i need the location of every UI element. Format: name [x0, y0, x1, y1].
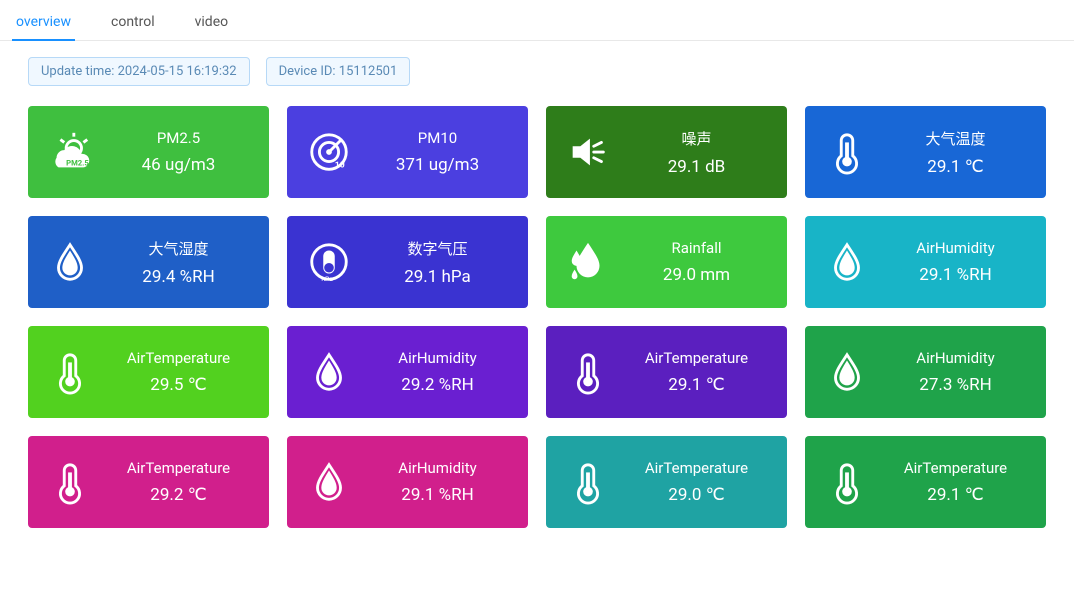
- sensor-card[interactable]: 噪声 29.1 dB: [546, 106, 787, 198]
- sensor-card-label: AirTemperature: [100, 349, 257, 367]
- sensor-card[interactable]: AirTemperature 29.0 ℃: [546, 436, 787, 528]
- device-id-value: 15112501: [339, 64, 397, 79]
- sensor-card-body: PM2.5 46 ug/m3: [100, 129, 257, 175]
- tab-control[interactable]: control: [107, 8, 159, 40]
- sensor-card-body: 大气温度 29.1 ℃: [877, 128, 1034, 177]
- sensor-card-value: 29.1 ℃: [877, 485, 1034, 505]
- sensor-card-body: 数字气压 29.1 hPa: [359, 238, 516, 287]
- drop-icon: [40, 239, 100, 285]
- thermometer-icon: [558, 349, 618, 395]
- update-time-label: Update time:: [41, 64, 114, 79]
- sensor-card-label: AirTemperature: [877, 459, 1034, 477]
- sensor-card-body: 大气湿度 29.4 %RH: [100, 238, 257, 287]
- sensor-card-body: AirTemperature 29.1 ℃: [618, 349, 775, 395]
- sensor-card-label: AirTemperature: [100, 459, 257, 477]
- sensor-card-body: AirHumidity 27.3 %RH: [877, 349, 1034, 395]
- update-time-pill: Update time: 2024-05-15 16:19:32: [28, 57, 250, 86]
- sensor-card-label: AirHumidity: [359, 349, 516, 367]
- drop-icon: [817, 239, 877, 285]
- sensor-card-value: 46 ug/m3: [100, 155, 257, 175]
- sensor-card[interactable]: 大气温度 29.1 ℃: [805, 106, 1046, 198]
- sensor-card-body: AirTemperature 29.1 ℃: [877, 459, 1034, 505]
- thermometer-icon: [40, 349, 100, 395]
- sensor-card-value: 29.1 ℃: [618, 375, 775, 395]
- sensor-card-label: PM10: [359, 129, 516, 147]
- sensor-card-label: 噪声: [618, 128, 775, 149]
- sensor-card-value: 29.1 ℃: [877, 157, 1034, 177]
- sensor-card-label: 大气温度: [877, 128, 1034, 149]
- thermometer-icon: [40, 459, 100, 505]
- tab-overview[interactable]: overview: [12, 8, 75, 40]
- info-row: Update time: 2024-05-15 16:19:32 Device …: [0, 41, 1074, 94]
- sensor-card-label: 数字气压: [359, 238, 516, 259]
- sensor-card-body: PM10 371 ug/m3: [359, 129, 516, 175]
- sensor-card[interactable]: AirHumidity 29.1 %RH: [805, 216, 1046, 308]
- thermometer-icon: [817, 129, 877, 175]
- sensor-card[interactable]: 大气湿度 29.4 %RH: [28, 216, 269, 308]
- device-id-pill: Device ID: 15112501: [266, 57, 411, 86]
- noise-icon: [558, 129, 618, 175]
- sensor-card-value: 29.1 %RH: [359, 485, 516, 505]
- sensor-card-value: 29.2 ℃: [100, 485, 257, 505]
- sensor-card-body: AirTemperature 29.0 ℃: [618, 459, 775, 505]
- sensor-card-value: 371 ug/m3: [359, 155, 516, 175]
- sensor-card-value: 29.1 %RH: [877, 265, 1034, 285]
- sensor-card-value: 29.0 mm: [618, 265, 775, 285]
- sensor-card-label: AirHumidity: [877, 349, 1034, 367]
- sensor-card[interactable]: Rainfall 29.0 mm: [546, 216, 787, 308]
- sensor-card-label: 大气湿度: [100, 238, 257, 259]
- sensor-card-value: 29.1 dB: [618, 157, 775, 177]
- sensor-card-label: AirTemperature: [618, 459, 775, 477]
- sensor-card-label: PM2.5: [100, 129, 257, 147]
- sensor-card[interactable]: AirTemperature 29.1 ℃: [805, 436, 1046, 528]
- drop-icon: [299, 349, 359, 395]
- sensor-card-body: AirHumidity 29.1 %RH: [359, 459, 516, 505]
- sensor-card[interactable]: PM10 371 ug/m3: [287, 106, 528, 198]
- sensor-grid: PM2.5 46 ug/m3 PM10 371 ug/m3 噪声 29.1 dB 大气温度 2…: [0, 94, 1074, 548]
- sensor-card[interactable]: AirHumidity 29.2 %RH: [287, 326, 528, 418]
- sensor-card-label: AirHumidity: [359, 459, 516, 477]
- pressure-icon: [299, 239, 359, 285]
- sensor-card-value: 29.0 ℃: [618, 485, 775, 505]
- sensor-card-label: AirHumidity: [877, 239, 1034, 257]
- sensor-card-body: AirHumidity 29.2 %RH: [359, 349, 516, 395]
- sensor-card[interactable]: AirHumidity 27.3 %RH: [805, 326, 1046, 418]
- drop-icon: [299, 459, 359, 505]
- sensor-card-value: 27.3 %RH: [877, 375, 1034, 395]
- update-time-value: 2024-05-15 16:19:32: [118, 64, 237, 79]
- sensor-card-value: 29.4 %RH: [100, 267, 257, 287]
- sensor-card-label: AirTemperature: [618, 349, 775, 367]
- thermometer-icon: [558, 459, 618, 505]
- thermometer-icon: [817, 459, 877, 505]
- sensor-card[interactable]: PM2.5 46 ug/m3: [28, 106, 269, 198]
- rain-icon: [558, 239, 618, 285]
- sensor-card-body: 噪声 29.1 dB: [618, 128, 775, 177]
- sensor-card[interactable]: AirTemperature 29.1 ℃: [546, 326, 787, 418]
- sensor-card-value: 29.2 %RH: [359, 375, 516, 395]
- sensor-card[interactable]: AirHumidity 29.1 %RH: [287, 436, 528, 528]
- drop-icon: [817, 349, 877, 395]
- device-id-label: Device ID:: [279, 64, 336, 79]
- sensor-card[interactable]: 数字气压 29.1 hPa: [287, 216, 528, 308]
- sensor-card-body: AirTemperature 29.5 ℃: [100, 349, 257, 395]
- pm10-icon: [299, 129, 359, 175]
- tabs-bar: overview control video: [0, 0, 1074, 41]
- sensor-card-label: Rainfall: [618, 239, 775, 257]
- sensor-card[interactable]: AirTemperature 29.2 ℃: [28, 436, 269, 528]
- sensor-card-body: AirHumidity 29.1 %RH: [877, 239, 1034, 285]
- sensor-card-value: 29.1 hPa: [359, 267, 516, 287]
- sensor-card[interactable]: AirTemperature 29.5 ℃: [28, 326, 269, 418]
- pm25-icon: [40, 129, 100, 175]
- sensor-card-body: Rainfall 29.0 mm: [618, 239, 775, 285]
- sensor-card-body: AirTemperature 29.2 ℃: [100, 459, 257, 505]
- tab-video[interactable]: video: [191, 8, 233, 40]
- sensor-card-value: 29.5 ℃: [100, 375, 257, 395]
